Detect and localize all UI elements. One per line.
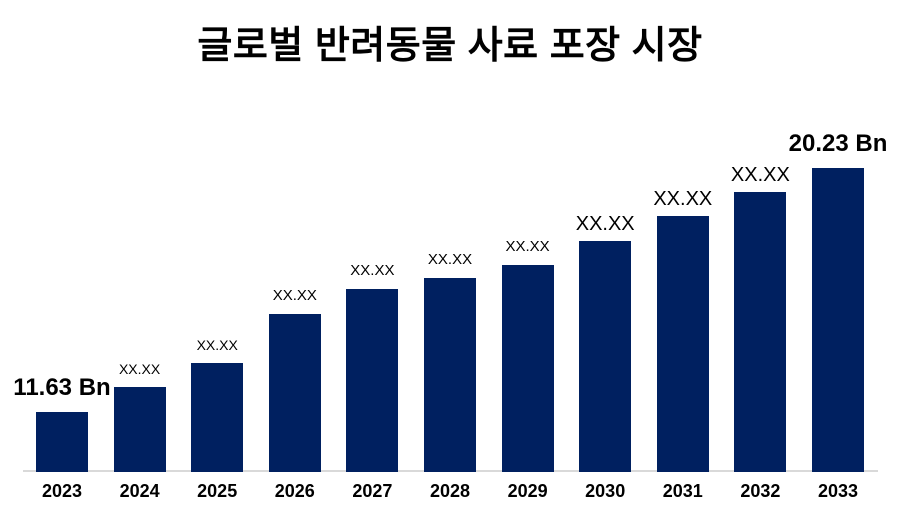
x-axis-label-2026: 2026: [274, 481, 315, 501]
bar-value-label-2023: 11.63 Bn: [13, 374, 111, 401]
x-axis-label-2032: 2032: [740, 481, 781, 501]
bar-value-label-2029: XX.XX: [505, 238, 550, 255]
x-axis-label-2031: 2031: [662, 481, 703, 501]
bar-value-label-2033: 20.23 Bn: [788, 130, 888, 157]
bar-2023: [36, 412, 88, 472]
bar-2027: [346, 289, 399, 472]
bar-value-label-2027: XX.XX: [350, 262, 395, 279]
x-axis-label-2033: 2033: [817, 481, 859, 501]
x-axis-label-2030: 2030: [585, 481, 626, 501]
bar-value-label-2024: XX.XX: [118, 361, 161, 377]
x-axis-label-2029: 2029: [507, 481, 548, 501]
bar-2031: [656, 216, 709, 472]
bar-2033: [812, 168, 864, 472]
x-axis-label-2024: 2024: [119, 481, 160, 501]
bar-2024: [113, 387, 166, 472]
bar-value-label-2028: XX.XX: [427, 251, 473, 268]
bar-2032: [734, 192, 787, 472]
x-axis-label-2025: 2025: [197, 481, 238, 501]
chart-title: 글로벌 반려동물 사료 포장 시장: [197, 25, 703, 67]
bar-value-label-2025: XX.XX: [196, 337, 238, 353]
bar-value-label-2030: XX.XX: [575, 213, 635, 235]
bar-value-label-2026: XX.XX: [272, 287, 317, 304]
bar-2026: [268, 314, 321, 472]
bar-2028: [424, 278, 476, 472]
x-axis-label-2027: 2027: [352, 481, 393, 501]
bar-value-label-2031: XX.XX: [653, 188, 713, 210]
x-axis-label-2028: 2028: [429, 481, 471, 501]
bar-2030: [579, 241, 632, 472]
bar-2029: [501, 265, 554, 472]
bar-value-label-2032: XX.XX: [730, 164, 790, 186]
bar-2025: [191, 363, 244, 472]
x-axis-label-2023: 2023: [41, 481, 83, 501]
